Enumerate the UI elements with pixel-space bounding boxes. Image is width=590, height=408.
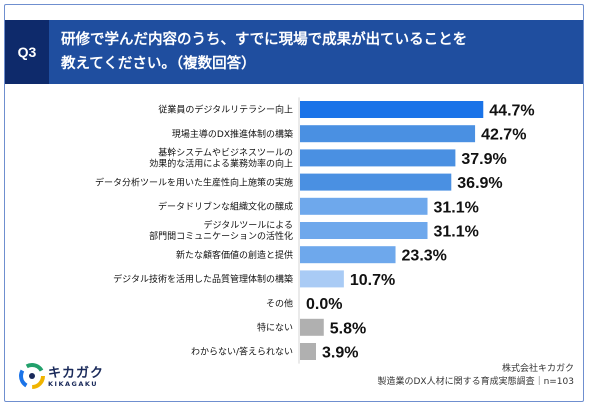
category-label: 基幹システムやビジネスツールの効果的な活用による業務効率の向上 [149,147,293,170]
chart-frame [4,4,584,402]
value-label: 23.3% [402,248,447,265]
value-label: 42.7% [481,127,526,144]
question-number-badge: Q3 [5,20,49,84]
bar [300,270,344,288]
kikagaku-logo: キカガク KIKAGAKU [18,360,130,396]
footer-source: 株式会社キカガク 製造業のDX人材に関する育成実態調査｜n=103 [377,363,574,389]
footer-company: 株式会社キカガク [501,364,574,374]
bar [300,222,428,239]
category-label: データドリブンな組織文化の醸成 [158,201,293,213]
logo-name: キカガク [48,366,105,381]
footer-survey: 製造業のDX人材に関する育成実態調査｜n=103 [377,377,574,387]
category-label: その他 [266,297,293,309]
bar [300,246,396,264]
value-label: 5.8% [330,320,366,337]
category-label: デジタルツールによる部門間コミュニケーションの活性化 [149,219,293,242]
bar [300,343,316,360]
category-label: 特にない [257,322,293,334]
value-label: 3.9% [322,345,358,362]
bar [300,149,456,167]
question-text: 研修で学んだ内容のうち、すでに現場で成果が出ていることを 教えてください。（複数… [49,20,583,84]
value-label: 31.1% [434,199,479,216]
value-label: 36.9% [457,175,502,192]
category-label: データ分析ツールを用いた生産性向上施策の実施 [95,176,293,188]
category-label: 新たな顧客価値の創造と提供 [176,249,293,261]
value-label: 31.1% [434,224,479,241]
value-label: 44.7% [489,103,534,120]
bar [300,197,428,215]
value-label: 37.9% [461,151,506,168]
category-label: 現場主導のDX推進体制の構築 [172,128,293,140]
category-label: 従業員のデジタルリテラシー向上 [158,104,293,116]
bar [300,101,484,118]
question-header: Q3 研修で学んだ内容のうち、すでに現場で成果が出ていることを 教えてください。… [5,20,583,84]
category-label: デジタル技術を活用した品質管理体制の構築 [113,273,293,285]
bar [300,173,452,191]
category-label: わからない/答えられない [191,346,293,358]
bar [300,318,324,336]
bar [300,125,476,143]
value-label: 10.7% [350,272,395,289]
value-label: 0.0% [306,296,342,313]
logo-mark-icon [19,363,45,389]
logo-subtitle: KIKAGAKU [48,380,99,388]
